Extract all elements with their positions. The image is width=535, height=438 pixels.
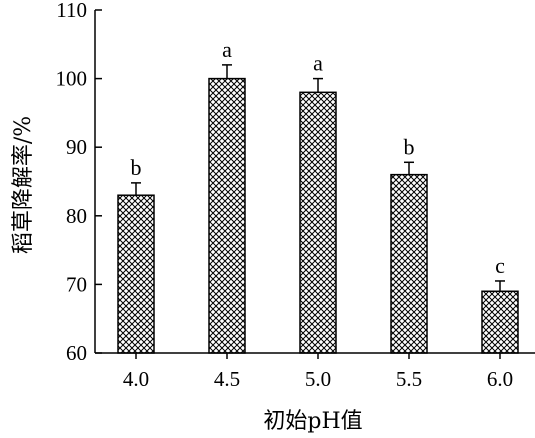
y-tick-label: 70 [66,272,87,296]
x-tick-label: 5.5 [396,367,422,391]
y-tick-label: 110 [56,0,87,22]
significance-label: a [222,37,232,62]
x-axis-label: 初始pH值 [263,409,362,434]
significance-label: b [131,155,142,180]
axes-group [94,10,535,354]
significance-label: b [404,134,415,159]
x-tick-label: 4.0 [123,367,149,391]
bar-5-0 [299,91,337,354]
y-ticks-group: 60 70 80 90 100 110 [56,0,102,365]
bar-6-0 [481,290,519,354]
significance-labels-group: b a a b c [131,37,506,278]
x-ticks-group: 4.0 4.5 5.0 5.5 6.0 [123,353,513,391]
x-tick-label: 6.0 [487,367,513,391]
y-tick-label: 60 [66,341,87,365]
x-tick-label: 5.0 [305,367,331,391]
bar-4-0 [117,194,155,354]
y-axis-label: 稻草降解率/% [11,116,36,254]
significance-label: a [313,51,323,76]
significance-label: c [495,253,505,278]
bar-5-5 [390,173,428,354]
bar-4-5 [208,77,246,354]
bars-group [117,77,519,354]
y-tick-label: 100 [56,67,88,91]
y-tick-label: 80 [66,204,87,228]
y-tick-label: 90 [66,135,87,159]
error-bars-group [131,64,505,292]
x-tick-label: 4.5 [214,367,240,391]
